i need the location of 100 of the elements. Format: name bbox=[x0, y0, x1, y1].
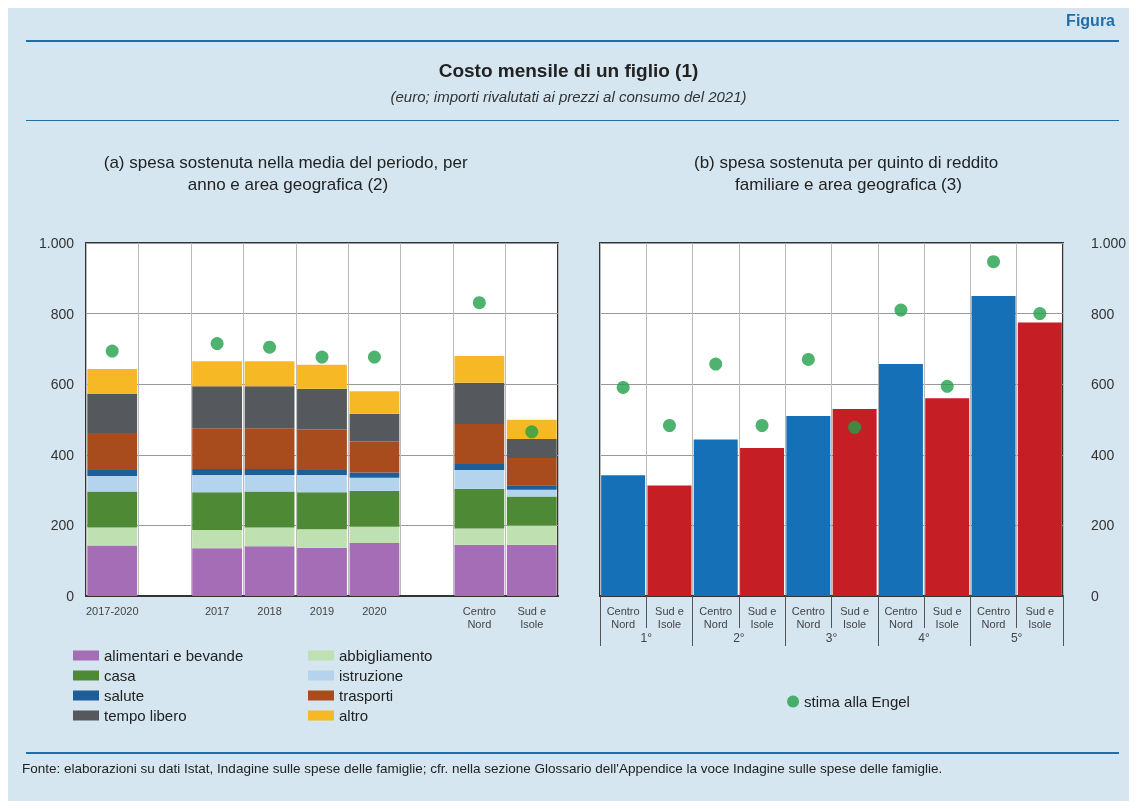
bar bbox=[87, 527, 138, 546]
bar bbox=[192, 548, 243, 596]
bar bbox=[786, 415, 831, 596]
bar bbox=[693, 439, 738, 596]
bar bbox=[454, 355, 505, 383]
point bbox=[367, 350, 381, 364]
x-tick-label: Centro Nord bbox=[884, 604, 918, 630]
x-tick-label: Centro Nord bbox=[699, 604, 733, 630]
bar bbox=[601, 475, 646, 596]
bar bbox=[349, 477, 400, 491]
bar bbox=[87, 394, 138, 433]
bar bbox=[192, 386, 243, 429]
bar bbox=[349, 526, 400, 544]
bar bbox=[506, 489, 557, 497]
bar bbox=[244, 386, 295, 429]
text: 4° bbox=[918, 631, 931, 645]
y-tick-label: 200 bbox=[50, 517, 75, 534]
point bbox=[755, 419, 769, 432]
bar bbox=[506, 496, 557, 526]
bar bbox=[454, 528, 505, 545]
y2-tick-label: 200 bbox=[1090, 517, 1115, 534]
point bbox=[987, 255, 1001, 269]
bar bbox=[506, 485, 557, 490]
x-tick-label: Sud e Isole bbox=[932, 604, 962, 630]
point bbox=[210, 337, 224, 351]
bar bbox=[244, 361, 295, 387]
bar bbox=[506, 525, 557, 545]
bar bbox=[87, 469, 138, 476]
bar bbox=[192, 468, 243, 475]
x-tick-label: 2020 bbox=[362, 604, 387, 617]
bar bbox=[506, 457, 557, 486]
bar bbox=[506, 544, 557, 596]
bar bbox=[87, 432, 138, 470]
x-tick-label: Centro Nord bbox=[791, 604, 825, 630]
bar bbox=[454, 424, 505, 464]
bar bbox=[349, 391, 400, 414]
bar bbox=[244, 428, 295, 469]
point bbox=[105, 344, 119, 358]
legend-label: stima alla Engel bbox=[804, 693, 910, 710]
bar bbox=[506, 438, 557, 458]
point bbox=[263, 340, 277, 354]
point bbox=[1033, 307, 1047, 321]
x-tick-label: Sud e Isole bbox=[747, 604, 777, 630]
x-tick-label: Centro Nord bbox=[462, 604, 496, 630]
bar bbox=[192, 428, 243, 469]
bar bbox=[87, 545, 138, 596]
bar bbox=[244, 491, 295, 528]
point bbox=[709, 357, 723, 371]
text: 3° bbox=[825, 631, 838, 645]
bar bbox=[297, 364, 347, 389]
text: 5° bbox=[1010, 631, 1023, 645]
bar bbox=[454, 469, 505, 489]
bar bbox=[454, 463, 505, 470]
bar bbox=[1017, 322, 1062, 596]
point bbox=[801, 352, 815, 366]
x-tick-label: 2018 bbox=[257, 604, 282, 617]
x-tick-label: Centro Nord bbox=[977, 604, 1011, 630]
bar bbox=[244, 527, 295, 547]
legend-label: tempo libero bbox=[104, 707, 187, 724]
bar bbox=[192, 361, 243, 387]
bar bbox=[454, 488, 505, 529]
point bbox=[616, 380, 630, 394]
text: (euro; importi rivalutati ai prezzi al consumo del 2021) bbox=[389, 88, 748, 105]
bar bbox=[87, 369, 138, 395]
bar bbox=[297, 474, 347, 493]
bar bbox=[244, 546, 295, 596]
legend-label: istruzione bbox=[339, 667, 404, 684]
point bbox=[894, 303, 908, 317]
y-tick-label: 400 bbox=[50, 446, 75, 463]
x-tick-label: Centro Nord bbox=[606, 604, 640, 630]
bar bbox=[87, 491, 138, 528]
bar bbox=[740, 448, 785, 596]
bar bbox=[349, 543, 400, 596]
y-tick-label: 600 bbox=[50, 376, 75, 393]
y-tick-label: 0 bbox=[66, 588, 75, 604]
legend-label: salute bbox=[104, 687, 145, 704]
bar bbox=[192, 492, 243, 530]
bar bbox=[647, 485, 692, 596]
legend-label: abbigliamento bbox=[339, 647, 433, 664]
bar bbox=[244, 468, 295, 475]
chart-title: (a) spesa sostenuta nella media del periodo, per anno e area geografica (2) bbox=[103, 152, 473, 194]
legend-label: casa bbox=[104, 667, 137, 684]
point bbox=[472, 296, 486, 310]
bar bbox=[297, 429, 347, 470]
bar bbox=[297, 469, 347, 475]
text: Figura bbox=[1066, 12, 1115, 30]
bar bbox=[297, 529, 347, 548]
bar bbox=[454, 382, 505, 425]
x-tick-label: Sud e Isole bbox=[1025, 604, 1055, 630]
x-tick-label: Sud e Isole bbox=[517, 604, 547, 630]
bar bbox=[925, 398, 970, 596]
bar bbox=[192, 529, 243, 549]
y2-tick-label: 0 bbox=[1090, 588, 1099, 604]
chart-title: (b) spesa sostenuta per quinto di reddito familiare e area geografica (3) bbox=[693, 152, 1004, 194]
bar bbox=[832, 408, 877, 596]
legend-label: alimentari e bevande bbox=[104, 647, 244, 664]
point bbox=[940, 379, 954, 393]
point bbox=[315, 350, 329, 364]
bar bbox=[349, 413, 400, 442]
x-tick-label: 2017-2020 bbox=[85, 604, 139, 617]
